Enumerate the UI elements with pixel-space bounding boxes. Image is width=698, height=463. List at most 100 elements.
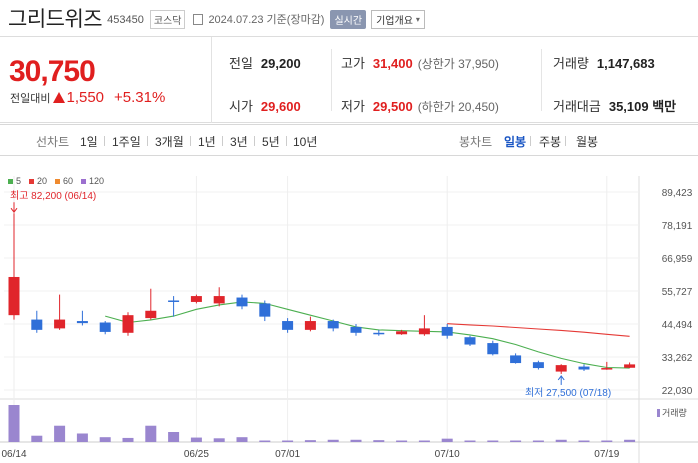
legend-label: 20 [37, 176, 48, 186]
candle-body [99, 322, 111, 332]
volume-bar [578, 440, 590, 442]
candle-body [624, 364, 636, 368]
low-annotation: 최저 27,500 (07/18) [525, 387, 611, 399]
divider [104, 136, 105, 146]
low-value: 29,500 [372, 99, 413, 114]
legend-label: 5 [16, 176, 22, 186]
volume-bar [487, 440, 499, 442]
period-3y[interactable]: 3년 [230, 135, 248, 149]
company-overview-label: 기업개요 [376, 15, 413, 27]
high-price: 고가 31,400 (상한가 37,950) [341, 53, 499, 72]
volume-bar [327, 439, 339, 442]
x-tick-label: 06/14 [1, 449, 26, 460]
company-overview-button[interactable]: 기업개요 ▾ [371, 9, 425, 29]
stock-header: 그리드위즈 453450 코스닥 2024.07.23 기준(장마감) 실시간 … [0, 0, 698, 36]
high-arrowhead [10, 207, 18, 214]
y-tick-label: 22,030 [662, 386, 693, 397]
volume-bar [304, 440, 316, 442]
divider [565, 136, 566, 146]
candle-body [282, 321, 294, 330]
line-chart-label: 선차트 [36, 135, 70, 149]
stock-name: 그리드위즈 [8, 8, 103, 31]
open-label: 시가 [229, 99, 253, 114]
candle-weekly[interactable]: 주봉 [539, 135, 562, 149]
volume-bar [190, 437, 202, 442]
volume-bar [510, 440, 522, 442]
divider [254, 136, 255, 146]
candle-body [145, 310, 157, 319]
y-tick-label: 89,423 [662, 188, 693, 199]
quote-panel: 30,750 전일대비 1,550 +5.31% 전일 29,200 시가 29… [0, 36, 698, 123]
volume-bar [213, 438, 225, 442]
period-3m[interactable]: 3개월 [155, 135, 184, 149]
candle-body [327, 321, 339, 329]
legend-label: 60 [63, 176, 74, 186]
open-value: 29,600 [260, 99, 301, 114]
candle-body [350, 326, 362, 333]
trade-amount-label: 거래대금 [553, 99, 601, 114]
candle-body [76, 321, 88, 324]
candle-body [578, 366, 590, 370]
period-1w[interactable]: 1주일 [112, 135, 141, 149]
candle-chart-label: 봉차트 [459, 135, 493, 149]
calendar-icon [193, 13, 204, 25]
price-box: 30,750 전일대비 1,550 +5.31% [0, 37, 212, 123]
candle-daily[interactable]: 일봉 [504, 135, 527, 149]
x-tick-label: 07/01 [275, 449, 300, 460]
prev-close: 전일 29,200 [229, 53, 301, 72]
candlestick-chart: 89,423 78,191 66,959 55,727 44,494 33,262 22,0… [0, 176, 698, 463]
change-value: 1,550 [66, 89, 105, 106]
volume-bar [145, 425, 157, 442]
market-badge: 코스닥 [149, 9, 186, 29]
divider [541, 49, 542, 111]
divider [222, 136, 223, 146]
legend-ma5: 5 [8, 176, 21, 186]
divider [190, 136, 191, 146]
volume-bar [259, 440, 271, 442]
volume-value: 1,147,683 [596, 56, 655, 71]
candle-body [213, 296, 225, 304]
legend-swatch [29, 178, 35, 184]
change-row: 전일대비 1,550 +5.31% [10, 89, 165, 106]
x-tick-label: 07/19 [594, 449, 619, 460]
period-10y[interactable]: 10년 [293, 135, 318, 149]
candle-body [510, 355, 522, 364]
volume-bar [532, 440, 544, 442]
volume-bar [601, 440, 613, 442]
y-tick-label: 66,959 [662, 254, 693, 265]
high-label: 고가 [341, 56, 365, 71]
candle-body [236, 297, 248, 307]
candle-monthly[interactable]: 월봉 [576, 135, 599, 149]
candle-body [304, 321, 316, 330]
y-tick-label: 78,191 [662, 221, 693, 232]
volume-bar [76, 433, 88, 442]
candle-body [441, 326, 453, 336]
y-tick-label: 55,727 [662, 287, 693, 298]
volume-swatch [657, 409, 660, 417]
ma-legend: 5 20 60 120 [8, 176, 112, 186]
volume-bar [31, 435, 43, 442]
y-tick-label: 33,262 [662, 353, 693, 364]
legend-ma20: 20 [29, 176, 47, 186]
candle-body [122, 315, 134, 333]
ma5-line [105, 301, 630, 369]
prev-close-value: 29,200 [260, 56, 301, 71]
divider [331, 49, 332, 111]
period-1d[interactable]: 1일 [80, 135, 98, 149]
candle-body [168, 300, 180, 302]
volume-bar [122, 437, 134, 442]
stock-code: 453450 [107, 14, 144, 26]
volume-bar [350, 439, 362, 442]
open-price: 시가 29,600 [229, 96, 301, 115]
realtime-button[interactable]: 실시간 [330, 9, 367, 29]
x-tick-label: 07/10 [435, 449, 460, 460]
low-label: 저가 [341, 99, 365, 114]
candle-body [396, 331, 408, 335]
period-5y[interactable]: 5년 [262, 135, 280, 149]
volume-bar [8, 405, 20, 442]
candle-body [8, 276, 20, 316]
volume-bar [555, 439, 567, 442]
legend-label: 120 [89, 176, 105, 186]
period-1y[interactable]: 1년 [198, 135, 216, 149]
upper-limit: (상한가 37,950) [417, 57, 499, 71]
